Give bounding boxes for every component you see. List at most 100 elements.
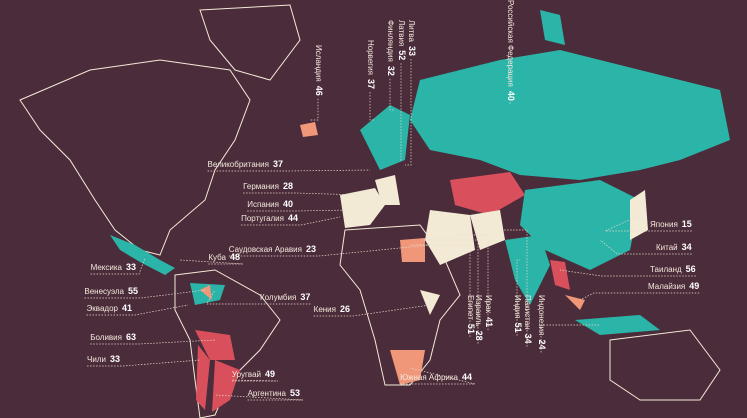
leader-line: [405, 59, 412, 166]
country-value: 41: [484, 317, 494, 327]
country-name: Китай: [656, 243, 678, 252]
country-name: Япония: [650, 220, 678, 229]
country-name: Саудовская Аравия: [229, 245, 302, 254]
leader-line: [540, 324, 600, 353]
country-label: Китай 34: [656, 242, 692, 252]
country-label: Кения 26: [314, 304, 350, 314]
country-label: Саудовская Аравия 23: [229, 244, 316, 254]
leader-line: [247, 209, 351, 212]
country-label: Таиланд 56: [650, 264, 696, 274]
leader-line: [214, 394, 304, 401]
leader-line: [516, 259, 520, 336]
country-name: Индия: [513, 295, 522, 319]
leader-line: [90, 257, 146, 275]
country-label: Ирак 41: [484, 295, 494, 327]
country-label: Малайзия 49: [648, 281, 699, 291]
leader-line: [599, 239, 692, 255]
country-value: 51: [466, 324, 476, 334]
country-value: 52: [397, 50, 407, 60]
country-name: Исландия: [314, 45, 323, 82]
country-value: 41: [122, 303, 132, 313]
country-value: 48: [230, 252, 240, 262]
country-value: 33: [126, 262, 136, 272]
country-name: Египет: [466, 295, 475, 320]
country-value: 53: [290, 388, 300, 398]
country-name: Ирак: [484, 295, 493, 314]
country-label: Египет 51: [466, 295, 476, 334]
country-label: Мексика 33: [91, 262, 136, 272]
leader-line: [455, 234, 489, 331]
country-value: 44: [288, 213, 298, 223]
country-label: Индия 51: [513, 295, 523, 333]
country-label: Япония 15: [650, 219, 692, 229]
leader-line: [400, 367, 476, 385]
country-name: Колумбия: [260, 293, 296, 302]
leader-line: [207, 169, 371, 172]
country-name: Эквадор: [87, 304, 119, 313]
country-name: Литва: [407, 20, 416, 43]
country-value: 46: [314, 86, 324, 96]
country-label: Колумбия 37: [260, 292, 310, 302]
country-label: Финляндия 32: [386, 20, 396, 76]
country-label: Пакистан 34: [523, 295, 533, 344]
country-label: Великобритания 37: [208, 159, 283, 169]
country-name: Мексика: [91, 263, 123, 272]
country-value: 40: [506, 91, 516, 101]
country-name: Латвия: [397, 20, 406, 46]
leader-line: [579, 292, 700, 301]
country-label: Португалия 44: [241, 213, 298, 223]
leader-line: [410, 244, 471, 337]
country-label: Чили 33: [87, 354, 120, 364]
country-value: 28: [474, 331, 484, 341]
country-name: Великобритания: [208, 160, 269, 169]
country-value: 34: [682, 242, 692, 252]
country-name: Германия: [243, 182, 279, 191]
leader-line: [369, 92, 375, 121]
leader-line: [310, 98, 319, 121]
country-value: 55: [128, 286, 138, 296]
country-value: 37: [300, 292, 310, 302]
country-value: 49: [689, 281, 699, 291]
country-name: Португалия: [241, 214, 284, 223]
country-value: 32: [386, 66, 396, 76]
country-label: Индонезия 24: [537, 295, 547, 349]
country-label: Российская Федерация 40: [506, 0, 516, 101]
country-name: Южная Африка: [400, 373, 458, 382]
country-label: Израиль 28: [474, 295, 484, 341]
country-value: 51: [513, 323, 523, 333]
country-name: Венесуэла: [84, 287, 124, 296]
country-name: Таиланд: [650, 265, 682, 274]
country-value: 26: [340, 304, 350, 314]
country-name: Уругвай: [232, 370, 261, 379]
labels: Великобритания 37 Германия 28 Испания 40 Порту…: [84, 0, 700, 401]
country-value: 63: [126, 332, 136, 342]
country-value: 15: [682, 219, 692, 229]
country-name: Кения: [314, 305, 336, 314]
country-value: 44: [462, 372, 472, 382]
land: [19, 4, 730, 418]
country-label: Литва 33: [407, 20, 417, 56]
country-label: Германия 28: [243, 181, 293, 191]
leader-line: [90, 339, 216, 345]
country-name: Аргентина: [248, 389, 287, 398]
country-value: 49: [265, 369, 275, 379]
country-value: 34: [523, 334, 533, 344]
country-name: Пакистан: [523, 295, 532, 330]
leader-line: [206, 289, 311, 305]
leader-line: [389, 78, 395, 111]
leader-line: [86, 304, 189, 316]
country-name: Финляндия: [386, 20, 395, 62]
country-value: 37: [273, 159, 283, 169]
leader-line: [559, 269, 696, 277]
country-label: Латвия 52: [397, 20, 407, 60]
leader-line: [605, 214, 692, 232]
leader-line: [400, 63, 402, 161]
country-name: Российская Федерация: [506, 0, 515, 87]
country-label: Аргентина 53: [248, 388, 300, 398]
country-value: 24: [537, 339, 547, 349]
leader-line: [313, 304, 431, 317]
country-value: 33: [110, 354, 120, 364]
country-name: Испания: [247, 200, 279, 209]
country-label: Норвегия 37: [366, 40, 376, 89]
